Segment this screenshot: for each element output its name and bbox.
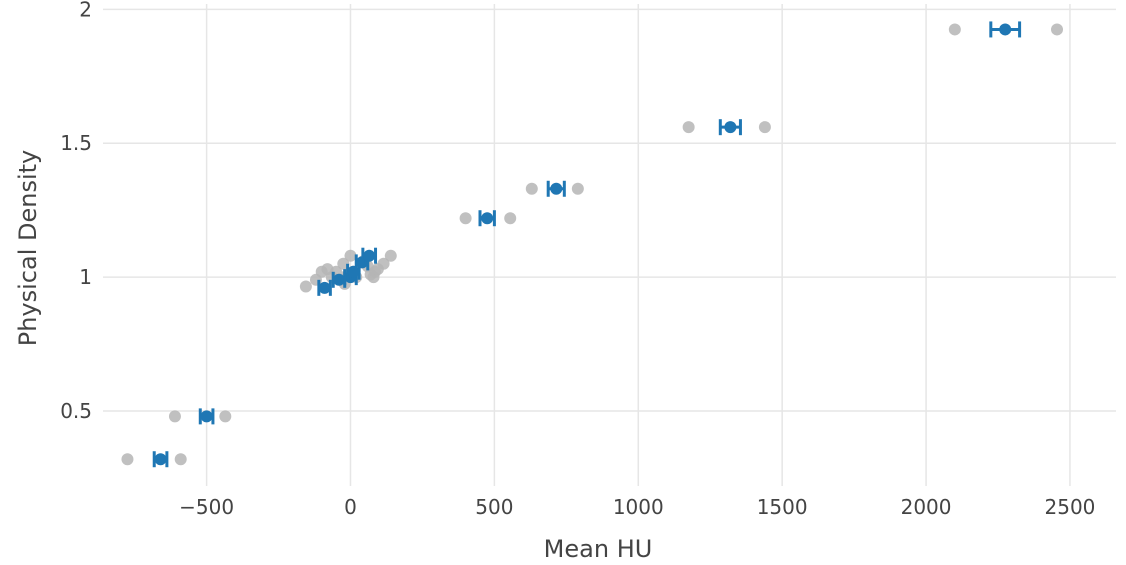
raw-data-point xyxy=(174,453,187,466)
raw-data-point xyxy=(168,410,181,423)
raw-data-point xyxy=(504,212,517,225)
x-axis-title: Mean HU xyxy=(544,535,653,563)
y-tick-label: 2 xyxy=(79,0,92,21)
mean-data-point xyxy=(332,273,345,286)
mean-point-with-error xyxy=(718,119,742,136)
mean-data-point xyxy=(363,249,376,262)
x-tick-label: 1500 xyxy=(757,495,808,519)
raw-data-point xyxy=(682,121,695,134)
raw-data-point xyxy=(459,212,472,225)
grid-lines xyxy=(103,4,1116,486)
mean-point-with-error xyxy=(317,279,332,296)
mean-data-point xyxy=(200,410,213,423)
raw-data-point xyxy=(1051,23,1064,36)
x-tick-label: 0 xyxy=(344,495,357,519)
raw-data-point xyxy=(344,249,357,262)
y-tick-label: 1.5 xyxy=(60,131,92,155)
y-tick-labels: 0.5 1 1.5 2 xyxy=(60,0,92,423)
raw-data-point xyxy=(121,453,134,466)
mean-data-point xyxy=(154,453,167,466)
x-tick-label: 500 xyxy=(475,495,513,519)
mean-point-with-error xyxy=(198,408,215,425)
mean-point-with-error xyxy=(152,451,169,468)
mean-data-point xyxy=(481,212,494,225)
x-tick-label: 2500 xyxy=(1045,495,1096,519)
x-tick-label: 1000 xyxy=(613,495,664,519)
mean-data-point xyxy=(999,23,1012,36)
x-tick-label: −500 xyxy=(179,495,234,519)
raw-point-series xyxy=(121,23,1064,466)
y-tick-label: 0.5 xyxy=(60,399,92,423)
raw-data-point xyxy=(384,249,397,262)
mean-data-point xyxy=(318,281,331,294)
mean-point-with-error xyxy=(546,180,566,197)
mean-data-point xyxy=(550,182,563,195)
raw-data-point xyxy=(571,182,584,195)
raw-data-point xyxy=(525,182,538,195)
x-tick-label: 2000 xyxy=(901,495,952,519)
mean-point-with-error xyxy=(478,210,496,227)
raw-data-point xyxy=(299,280,312,293)
raw-data-point xyxy=(758,121,771,134)
mean-point-with-error xyxy=(361,247,378,264)
y-tick-label: 1 xyxy=(79,265,92,289)
y-axis-title: Physical Density xyxy=(14,150,42,347)
mean-data-point xyxy=(724,121,737,134)
raw-data-point xyxy=(219,410,232,423)
mean-point-with-error xyxy=(989,21,1022,38)
x-tick-labels: −500 0 500 1000 1500 2000 2500 xyxy=(179,495,1095,519)
raw-data-point xyxy=(948,23,961,36)
mean-point-series xyxy=(152,21,1022,468)
raw-data-point xyxy=(377,257,390,270)
